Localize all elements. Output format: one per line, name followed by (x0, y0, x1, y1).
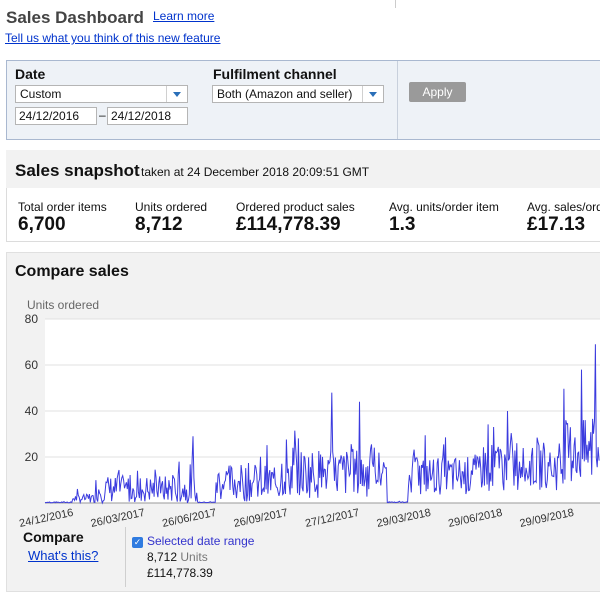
whats-this-link[interactable]: What's this? (28, 548, 99, 563)
panel-divider (397, 61, 398, 139)
fulfilment-channel-select[interactable]: Both (Amazon and seller) (212, 85, 384, 103)
metric-label-avg-sales: Avg. sales/order item (527, 200, 600, 214)
metric-label-avg-units: Avg. units/order item (389, 200, 499, 214)
date-label: Date (15, 66, 46, 82)
compare-sales-title: Compare sales (15, 263, 129, 280)
metric-value-ordered-product-sales: £114,778.39 (236, 214, 341, 235)
feedback-link[interactable]: Tell us what you think of this new featu… (5, 31, 221, 45)
x-tick-label: 29/09/2018 (519, 507, 575, 530)
x-tick-label: 29/06/2018 (447, 507, 503, 530)
y-tick-label: 60 (25, 358, 39, 372)
legend-sales-value: £114,778.39 (147, 566, 213, 580)
y-axis-label: Units ordered (27, 298, 99, 312)
selected-range-checkbox[interactable]: ✓ (132, 537, 143, 548)
legend-divider (125, 527, 126, 587)
sales-snapshot-title: Sales snapshot (15, 161, 140, 180)
y-tick-label: 20 (25, 450, 39, 464)
x-tick-label: 27/12/2017 (304, 507, 360, 530)
fulfilment-channel-label: Fulfilment channel (213, 66, 337, 82)
date-range-separator: – (99, 108, 106, 122)
x-tick-label: 24/12/2016 (18, 507, 74, 530)
date-to-input[interactable]: 24/12/2018 (107, 107, 188, 125)
top-divider (395, 0, 396, 8)
y-tick-label: 40 (25, 404, 39, 418)
chevron-down-icon (166, 86, 187, 102)
x-tick-label: 26/03/2017 (90, 507, 146, 530)
date-preset-value: Custom (20, 87, 62, 101)
metric-value-units-ordered: 8,712 (135, 214, 183, 235)
legend-units-word: Units (180, 550, 208, 564)
apply-button[interactable]: Apply (409, 82, 466, 102)
learn-more-link[interactable]: Learn more (153, 9, 215, 23)
legend-units-value: 8,712 (147, 550, 178, 564)
legend-selected-range-label[interactable]: Selected date range (147, 534, 255, 548)
fulfilment-channel-value: Both (Amazon and seller) (217, 87, 353, 101)
x-tick-label: 29/03/2018 (376, 507, 432, 530)
page-title: Sales Dashboard (6, 8, 144, 27)
chevron-down-icon (362, 86, 383, 102)
metric-value-avg-units: 1.3 (389, 214, 416, 235)
series-line-selected-range (44, 344, 600, 505)
y-tick-label: 80 (25, 312, 39, 326)
sales-snapshot-header (6, 150, 600, 188)
date-preset-select[interactable]: Custom (15, 85, 188, 103)
date-from-input[interactable]: 24/12/2016 (15, 107, 97, 125)
units-ordered-chart: Units ordered 20 40 60 80 24/12/2016 26/03/201… (18, 298, 600, 530)
x-tick-label: 26/09/2017 (233, 507, 289, 530)
metric-value-avg-sales: £17.13 (527, 214, 586, 235)
compare-label: Compare (23, 529, 84, 545)
x-tick-label: 26/06/2017 (161, 507, 217, 530)
metric-label-ordered-product-sales: Ordered product sales (236, 200, 355, 214)
metric-label-units-ordered: Units ordered (135, 200, 208, 214)
metric-value-total-order-items: 6,700 (18, 214, 66, 235)
legend-units: 8,712 Units (147, 550, 208, 564)
sales-snapshot-timestamp: taken at 24 December 2018 20:09:51 GMT (141, 165, 370, 179)
metric-label-total-order-items: Total order items (18, 200, 107, 214)
